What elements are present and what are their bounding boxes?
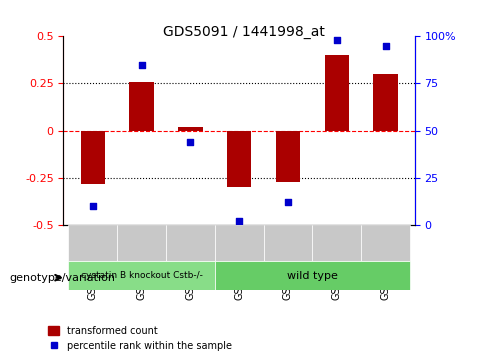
Text: cystatin B knockout Cstb-/-: cystatin B knockout Cstb-/- bbox=[81, 272, 203, 280]
Point bbox=[235, 219, 243, 224]
Bar bbox=[178, 127, 203, 131]
Legend: transformed count, percentile rank within the sample: transformed count, percentile rank withi… bbox=[44, 322, 236, 355]
FancyBboxPatch shape bbox=[312, 225, 361, 261]
FancyBboxPatch shape bbox=[361, 225, 410, 261]
FancyBboxPatch shape bbox=[68, 261, 215, 290]
FancyBboxPatch shape bbox=[68, 225, 117, 261]
FancyBboxPatch shape bbox=[215, 225, 264, 261]
Bar bbox=[129, 82, 154, 131]
Point bbox=[284, 200, 292, 205]
Bar bbox=[81, 131, 105, 184]
Point bbox=[382, 43, 389, 49]
FancyBboxPatch shape bbox=[166, 225, 215, 261]
Text: GDS5091 / 1441998_at: GDS5091 / 1441998_at bbox=[163, 25, 325, 40]
Point bbox=[333, 37, 341, 43]
Text: genotype/variation: genotype/variation bbox=[10, 273, 116, 283]
Point bbox=[138, 62, 145, 68]
FancyBboxPatch shape bbox=[117, 225, 166, 261]
Bar bbox=[373, 74, 398, 131]
Bar bbox=[227, 131, 251, 187]
Text: wild type: wild type bbox=[287, 271, 338, 281]
Point bbox=[186, 139, 194, 145]
FancyBboxPatch shape bbox=[215, 261, 410, 290]
Bar bbox=[276, 131, 300, 182]
FancyBboxPatch shape bbox=[264, 225, 312, 261]
Point bbox=[89, 203, 97, 209]
Bar bbox=[325, 55, 349, 131]
